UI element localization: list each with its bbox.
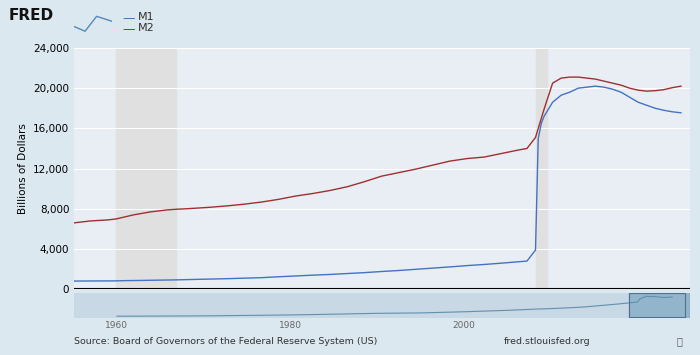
Text: ⛶: ⛶	[677, 336, 682, 346]
Text: M1: M1	[138, 12, 155, 22]
Bar	[629, 293, 690, 318]
Text: M2: M2	[138, 23, 155, 33]
Text: —: —	[122, 12, 135, 26]
Text: Source: Board of Governors of the Federal Reserve System (US): Source: Board of Governors of the Federa…	[74, 337, 377, 346]
Bar	[116, 48, 176, 289]
Y-axis label: Billions of Dollars: Billions of Dollars	[18, 123, 28, 214]
Bar	[629, 293, 685, 317]
Text: FRED: FRED	[8, 8, 53, 23]
Text: fred.stlouisfed.org: fred.stlouisfed.org	[504, 337, 591, 346]
Text: —: —	[122, 23, 135, 36]
Bar	[536, 48, 547, 289]
